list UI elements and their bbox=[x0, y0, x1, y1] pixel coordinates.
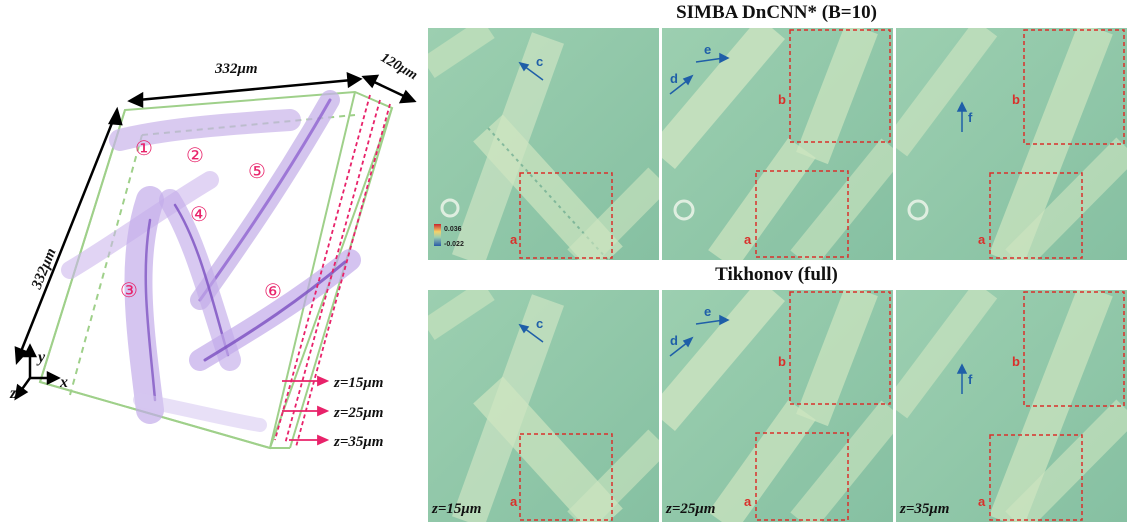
arrow-label-c: c bbox=[536, 316, 543, 331]
panel-simba-z15: 0.036 -0.022 c a bbox=[428, 28, 659, 260]
box-label-b: b bbox=[1012, 92, 1020, 107]
panel-tikhonov-z25: d e b a z=25μm bbox=[662, 290, 893, 522]
slice-planes bbox=[274, 94, 391, 448]
panel-simba-z25: d e b a bbox=[662, 28, 893, 260]
slice-label-25: z=25μm bbox=[333, 405, 383, 421]
vessel-marker-1: ① bbox=[135, 136, 153, 160]
depth-label: 120μm bbox=[378, 50, 420, 83]
panel-simba-z35: f b a bbox=[896, 28, 1127, 260]
depth-label-z35: z=35μm bbox=[899, 501, 949, 517]
arrow-label-d: d bbox=[670, 333, 678, 348]
arrow-label-e: e bbox=[704, 42, 711, 57]
box-label-a: a bbox=[510, 232, 518, 247]
box-label-b: b bbox=[1012, 354, 1020, 369]
row-title-simba: SIMBA DnCNN* (B=10) bbox=[676, 2, 877, 23]
box-label-a: a bbox=[978, 494, 986, 509]
slice-label-arrows bbox=[282, 375, 330, 446]
vessel-marker-3: ③ bbox=[120, 278, 138, 302]
colorbar-max: 0.036 bbox=[444, 226, 462, 233]
arrow-label-e: e bbox=[704, 304, 711, 319]
row-title-tikhonov: Tikhonov (full) bbox=[715, 264, 838, 285]
panel-tikhonov-z35: f b a z=35μm bbox=[896, 290, 1127, 522]
arrow-label-f: f bbox=[968, 110, 973, 125]
vessel-rendering bbox=[61, 90, 361, 432]
box-label-a: a bbox=[744, 494, 752, 509]
dimension-arrows bbox=[14, 72, 417, 366]
vessel-marker-5: ⑤ bbox=[248, 159, 266, 183]
vessel-marker-4: ④ bbox=[190, 202, 208, 226]
colorbar bbox=[434, 224, 441, 246]
vessel-markers: ① ② ③ ④ ⑤ ⑥ bbox=[120, 136, 282, 303]
depth-label-z25: z=25μm bbox=[665, 501, 715, 517]
arrow-label-c: c bbox=[536, 54, 543, 69]
slice-label-15: z=15μm bbox=[333, 375, 383, 391]
panel-tikhonov-z15: c a z=15μm bbox=[428, 290, 659, 522]
arrow-label-d: d bbox=[670, 71, 678, 86]
axis-z-label: z bbox=[9, 385, 17, 402]
slice-label-35: z=35μm bbox=[333, 434, 383, 450]
box-label-a: a bbox=[510, 494, 518, 509]
axis-x-label: x bbox=[59, 374, 68, 391]
box-label-b: b bbox=[778, 92, 786, 107]
box-label-a: a bbox=[978, 232, 986, 247]
box-label-b: b bbox=[778, 354, 786, 369]
colorbar-min: -0.022 bbox=[444, 241, 464, 248]
depth-label-z15: z=15μm bbox=[431, 501, 481, 517]
axes-indicator bbox=[14, 343, 61, 401]
arrow-label-f: f bbox=[968, 372, 973, 387]
axis-y-label: y bbox=[36, 349, 46, 366]
width-label: 332μm bbox=[214, 61, 258, 77]
box-label-a: a bbox=[744, 232, 752, 247]
vessel-marker-2: ② bbox=[186, 143, 204, 167]
vessel-marker-6: ⑥ bbox=[264, 279, 282, 303]
